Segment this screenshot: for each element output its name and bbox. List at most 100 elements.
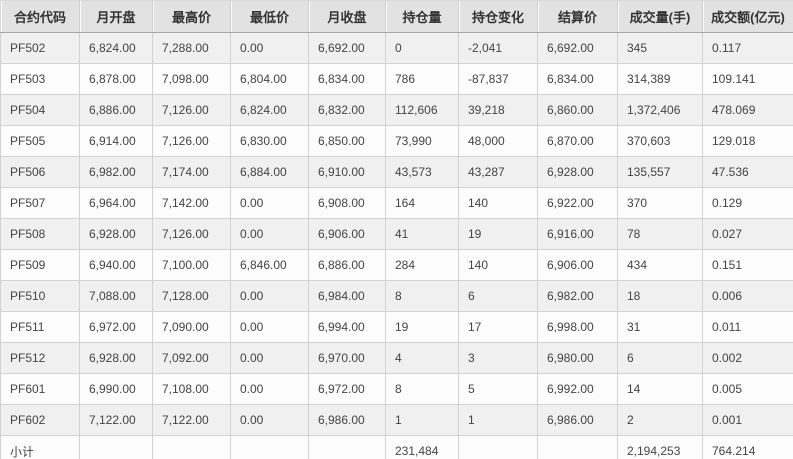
cell-low-price: 6,846.00 [230,249,309,281]
cell-high-price: 7,098.00 [152,63,231,95]
table-row-pf511: PF511 6,972.00 7,090.00 0.00 6,994.00 19 17 6,9… [0,311,793,343]
cell-contract-code: PF508 [0,218,80,250]
cell-month-open: 6,940.00 [79,249,153,281]
cell-volume-lots: 6 [617,342,703,374]
cell-open-interest: 41 [385,218,459,250]
cell-oi-change: 43,287 [458,156,538,188]
column-header-settlement-price: 结算价 [537,0,618,33]
cell-turnover-100m: 0.006 [702,280,793,312]
cell-low-price: 6,804.00 [230,63,309,95]
subtotal-row: 小计 231,484 2,194,253 764.214 [0,435,793,459]
cell-month-open: 6,886.00 [79,94,153,126]
cell-turnover-100m: 0.005 [702,373,793,405]
column-header-month-open: 月开盘 [79,0,153,33]
cell-turnover-100m: 0.027 [702,218,793,250]
cell-volume-lots: 78 [617,218,703,250]
cell-settlement-price: 6,834.00 [537,63,618,95]
cell-settlement-price: 6,928.00 [537,156,618,188]
cell-open-interest: 8 [385,373,459,405]
column-header-oi-change: 持仓变化 [458,0,538,33]
cell-volume-lots: 18 [617,280,703,312]
table-row-pf506: PF506 6,982.00 7,174.00 6,884.00 6,910.00 43,… [0,156,793,188]
cell-contract-code: PF504 [0,94,80,126]
cell-month-open: 6,964.00 [79,187,153,219]
column-header-month-close: 月收盘 [308,0,386,33]
cell-turnover-100m: 0.117 [702,32,793,64]
cell-contract-code: PF509 [0,249,80,281]
cell-open-interest: 43,573 [385,156,459,188]
cell-oi-change: 6 [458,280,538,312]
cell-turnover-100m: 0.011 [702,311,793,343]
cell-month-close: 6,832.00 [308,94,386,126]
cell-month-close: 6,908.00 [308,187,386,219]
cell-settlement-price: 6,982.00 [537,280,618,312]
cell-low-price: 6,824.00 [230,94,309,126]
cell-month-close: 6,986.00 [308,404,386,436]
table-row-pf508: PF508 6,928.00 7,126.00 0.00 6,906.00 41 19 6,9… [0,218,793,250]
cell-volume-lots: 314,389 [617,63,703,95]
cell-open-interest: 284 [385,249,459,281]
table-row-pf504: PF504 6,886.00 7,126.00 6,824.00 6,832.00 112… [0,94,793,126]
cell-month-close: 6,970.00 [308,342,386,374]
cell-oi-change: 5 [458,373,538,405]
cell-volume-lots: 370 [617,187,703,219]
cell-high-price: 7,100.00 [152,249,231,281]
cell-volume-lots: 370,603 [617,125,703,157]
cell-month-open: 6,878.00 [79,63,153,95]
subtotal-month-close [308,435,386,459]
subtotal-turnover-100m: 764.214 [702,435,793,459]
cell-high-price: 7,174.00 [152,156,231,188]
table-row-pf502: PF502 6,824.00 7,288.00 0.00 6,692.00 0 -2,041… [0,32,793,64]
cell-contract-code: PF506 [0,156,80,188]
cell-turnover-100m: 0.151 [702,249,793,281]
cell-oi-change: 17 [458,311,538,343]
cell-turnover-100m: 0.002 [702,342,793,374]
cell-turnover-100m: 109.141 [702,63,793,95]
cell-oi-change: 19 [458,218,538,250]
subtotal-volume-lots: 2,194,253 [617,435,703,459]
cell-low-price: 6,884.00 [230,156,309,188]
cell-month-close: 6,692.00 [308,32,386,64]
header-row: 合约代码 月开盘 最高价 最低价 月收盘 持仓量 持仓变化 结算价 成交量(手) 成交额(亿元) [0,0,793,33]
cell-contract-code: PF511 [0,311,80,343]
cell-open-interest: 1 [385,404,459,436]
cell-contract-code: PF507 [0,187,80,219]
table-row-pf512: PF512 6,928.00 7,092.00 0.00 6,970.00 4 3 6,980… [0,342,793,374]
cell-oi-change: 48,000 [458,125,538,157]
table-row-pf602: PF602 7,122.00 7,122.00 0.00 6,986.00 1 1 6,986… [0,404,793,436]
table-body: PF502 6,824.00 7,288.00 0.00 6,692.00 0 -2,041… [0,32,793,459]
cell-settlement-price: 6,860.00 [537,94,618,126]
cell-contract-code: PF503 [0,63,80,95]
cell-open-interest: 786 [385,63,459,95]
cell-high-price: 7,090.00 [152,311,231,343]
subtotal-low-price [230,435,309,459]
column-header-high-price: 最高价 [152,0,231,33]
cell-month-open: 7,122.00 [79,404,153,436]
cell-month-open: 6,972.00 [79,311,153,343]
cell-oi-change: 1 [458,404,538,436]
cell-open-interest: 112,606 [385,94,459,126]
cell-month-open: 6,824.00 [79,32,153,64]
table-row-pf505: PF505 6,914.00 7,126.00 6,830.00 6,850.00 73,… [0,125,793,157]
cell-settlement-price: 6,980.00 [537,342,618,374]
cell-month-open: 6,928.00 [79,218,153,250]
cell-oi-change: 39,218 [458,94,538,126]
cell-month-open: 6,928.00 [79,342,153,374]
table-row-pf509: PF509 6,940.00 7,100.00 6,846.00 6,886.00 284… [0,249,793,281]
cell-contract-code: PF602 [0,404,80,436]
cell-turnover-100m: 0.129 [702,187,793,219]
cell-settlement-price: 6,922.00 [537,187,618,219]
cell-month-open: 6,914.00 [79,125,153,157]
column-header-low-price: 最低价 [230,0,309,33]
cell-low-price: 0.00 [230,187,309,219]
cell-low-price: 0.00 [230,404,309,436]
cell-open-interest: 4 [385,342,459,374]
cell-month-open: 6,982.00 [79,156,153,188]
subtotal-contract-code: 小计 [0,435,80,459]
cell-month-close: 6,906.00 [308,218,386,250]
cell-high-price: 7,126.00 [152,218,231,250]
column-header-turnover-100m: 成交额(亿元) [702,0,793,33]
cell-turnover-100m: 47.536 [702,156,793,188]
cell-open-interest: 8 [385,280,459,312]
